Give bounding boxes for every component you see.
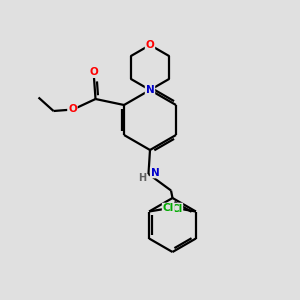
- Text: N: N: [146, 85, 154, 95]
- Text: Cl: Cl: [163, 203, 174, 214]
- Text: N: N: [151, 167, 160, 178]
- Text: O: O: [68, 104, 77, 114]
- Text: H: H: [138, 172, 146, 183]
- Text: Cl: Cl: [171, 203, 182, 214]
- Text: O: O: [90, 67, 98, 77]
- Text: O: O: [146, 40, 154, 50]
